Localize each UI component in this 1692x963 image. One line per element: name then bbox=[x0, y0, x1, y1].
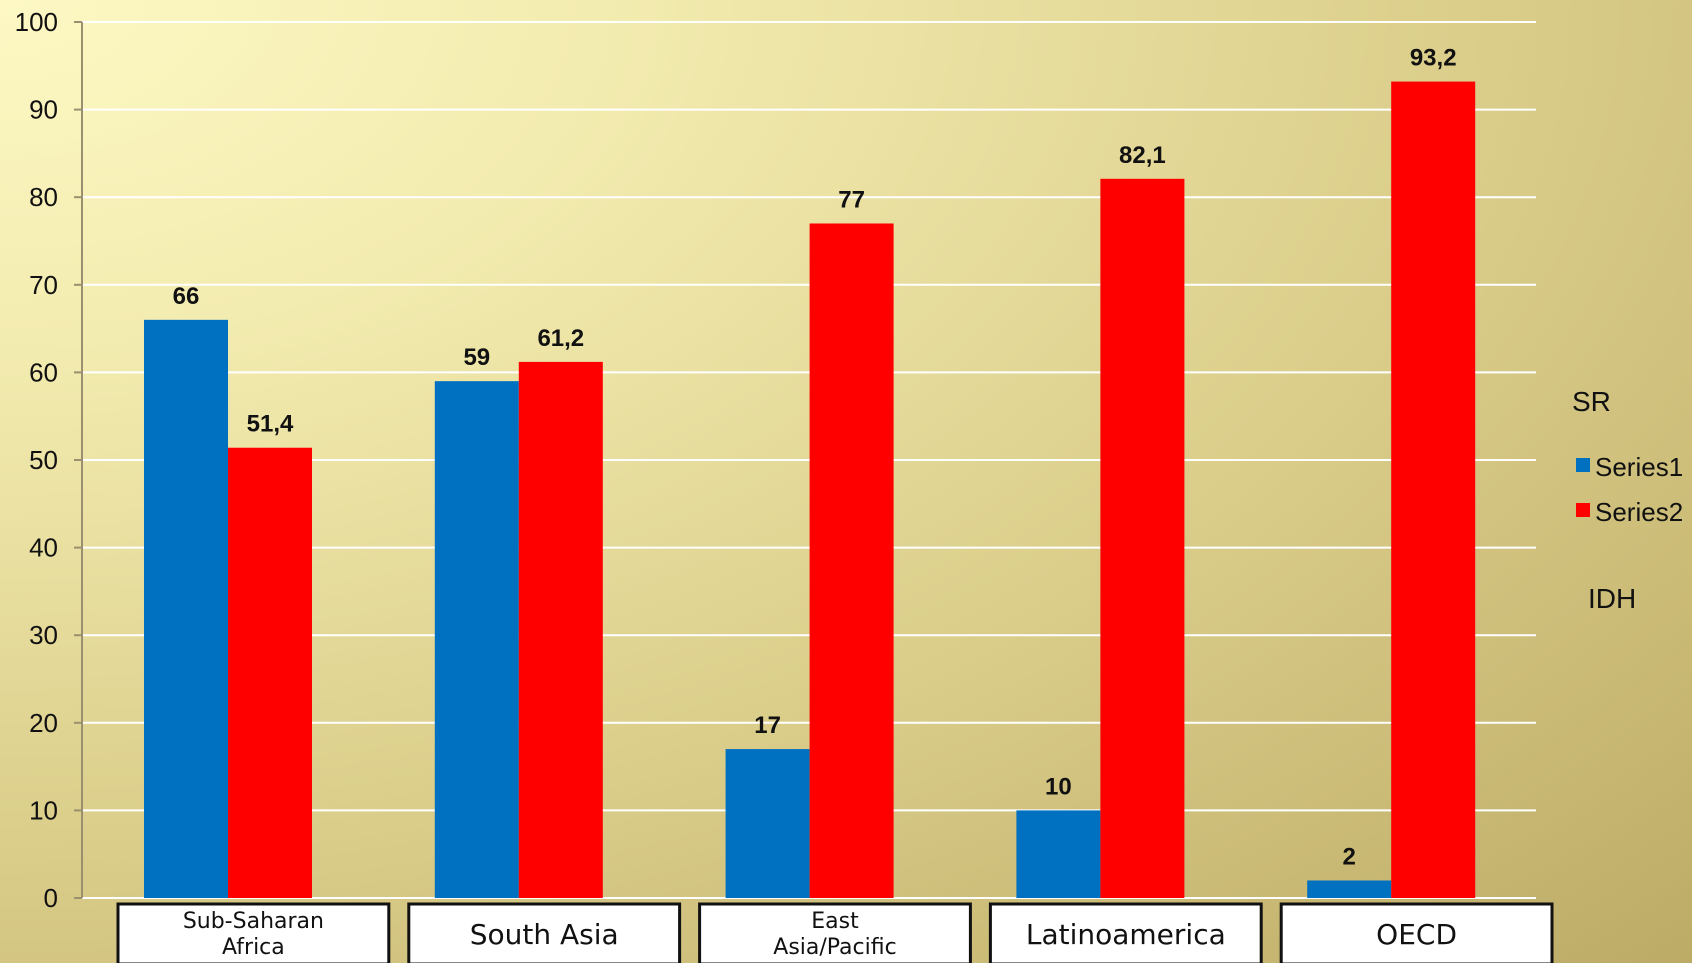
bar-series2-2 bbox=[809, 223, 894, 899]
category-box bbox=[116, 902, 391, 963]
category-box bbox=[407, 902, 682, 963]
bar-series1-4 bbox=[1307, 880, 1392, 898]
legend-title-sr: SR bbox=[1572, 386, 1611, 417]
y-tick-label: 60 bbox=[29, 357, 58, 387]
data-label-series2-0: 51,4 bbox=[247, 411, 294, 438]
data-label-series2-2: 77 bbox=[838, 186, 865, 213]
legend-label-series1: Series1 bbox=[1595, 452, 1683, 482]
category-label: Latinoamerica bbox=[1026, 918, 1226, 951]
gridlines bbox=[82, 21, 1536, 899]
y-axis: 0 10 20 30 40 50 60 70 80 90 100 bbox=[15, 7, 83, 913]
side-label-idh: IDH bbox=[1588, 583, 1636, 614]
category-label: OECD bbox=[1376, 918, 1457, 951]
y-tick-label: 0 bbox=[44, 883, 58, 913]
data-label-series1-1: 59 bbox=[463, 344, 490, 371]
y-tick-label: 10 bbox=[29, 795, 58, 825]
y-tick-label: 80 bbox=[29, 182, 58, 212]
bar-series1-3 bbox=[1016, 810, 1101, 898]
y-tick-label: 40 bbox=[29, 533, 58, 563]
data-labels: 66 59 17 10 2 51,4 61,2 77 82,1 93,2 bbox=[173, 45, 1457, 871]
category-label: Sub-Saharan Africa bbox=[183, 909, 324, 960]
bar-series2-4 bbox=[1391, 81, 1476, 899]
bar-series2-1 bbox=[518, 361, 603, 898]
y-tick-label: 100 bbox=[15, 7, 58, 37]
category-box bbox=[698, 902, 972, 963]
legend: SR Series1 Series2 IDH bbox=[1572, 386, 1683, 614]
bar-series1-1 bbox=[434, 381, 519, 898]
data-label-series2-1: 61,2 bbox=[537, 325, 584, 352]
data-label-series2-3: 82,1 bbox=[1119, 142, 1166, 169]
y-tick-label: 50 bbox=[29, 445, 58, 475]
bar-series2-0 bbox=[228, 447, 312, 898]
data-label-series1-2: 17 bbox=[754, 712, 781, 739]
legend-swatch-series1 bbox=[1576, 458, 1590, 472]
y-tick-label: 20 bbox=[29, 708, 58, 738]
category-label: East Asia/Pacific bbox=[773, 909, 896, 960]
y-tick-label: 30 bbox=[29, 620, 58, 650]
bars bbox=[144, 81, 1476, 899]
category-box bbox=[1279, 902, 1554, 963]
data-label-series2-4: 93,2 bbox=[1410, 45, 1457, 72]
category-label: South Asia bbox=[470, 918, 619, 951]
y-tick-label: 70 bbox=[29, 270, 58, 300]
legend-label-series2: Series2 bbox=[1595, 497, 1683, 527]
data-label-series1-0: 66 bbox=[173, 283, 200, 310]
bar-series1-2 bbox=[725, 749, 810, 898]
x-axis-categories: Sub-Saharan Africa South Asia East Asia/Paci… bbox=[116, 902, 1554, 963]
bar-series2-3 bbox=[1100, 178, 1185, 898]
legend-swatch-series2 bbox=[1576, 503, 1590, 517]
bar-series1-0 bbox=[144, 319, 228, 899]
category-box bbox=[988, 902, 1263, 963]
data-label-series1-4: 2 bbox=[1343, 843, 1356, 870]
data-label-series1-3: 10 bbox=[1045, 773, 1072, 800]
y-tick-label: 90 bbox=[29, 95, 58, 125]
